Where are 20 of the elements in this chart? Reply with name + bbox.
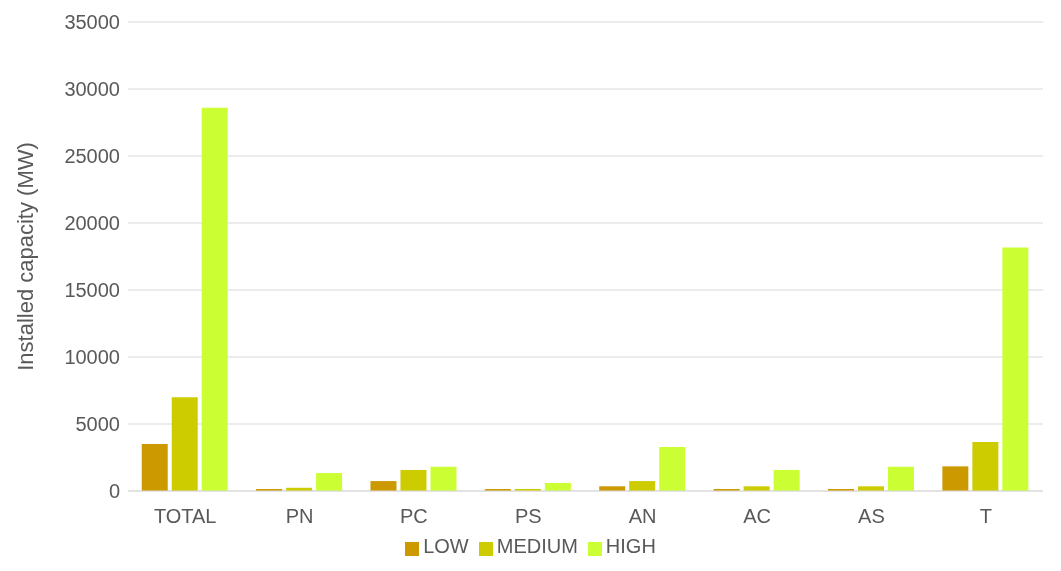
x-tick-label: PC (400, 505, 428, 528)
y-tick-label: 20000 (64, 212, 120, 235)
y-tick-label: 35000 (64, 11, 120, 34)
x-tick-label: AC (743, 505, 771, 528)
x-tick-label: TOTAL (153, 505, 217, 528)
y-tick-label: 5000 (75, 413, 120, 436)
x-tick-label: AS (858, 505, 885, 528)
y-tick-label: 10000 (64, 346, 120, 369)
x-tick-label: PN (285, 505, 314, 528)
x-tick-label: PS (514, 505, 542, 528)
legend-label: MEDIUM (496, 535, 578, 557)
y-tick-label: 30000 (64, 78, 120, 101)
x-tick-label: AN (628, 505, 657, 528)
y-tick-label: 15000 (64, 279, 120, 302)
legend-label: LOW (423, 535, 469, 557)
y-axis-title: Installed capacity (MW) (12, 142, 38, 371)
y-tick-label: 0 (108, 480, 120, 503)
legend-label: HIGH (605, 535, 656, 557)
x-tick-label: T (979, 505, 992, 528)
y-tick-label: 25000 (64, 145, 120, 168)
